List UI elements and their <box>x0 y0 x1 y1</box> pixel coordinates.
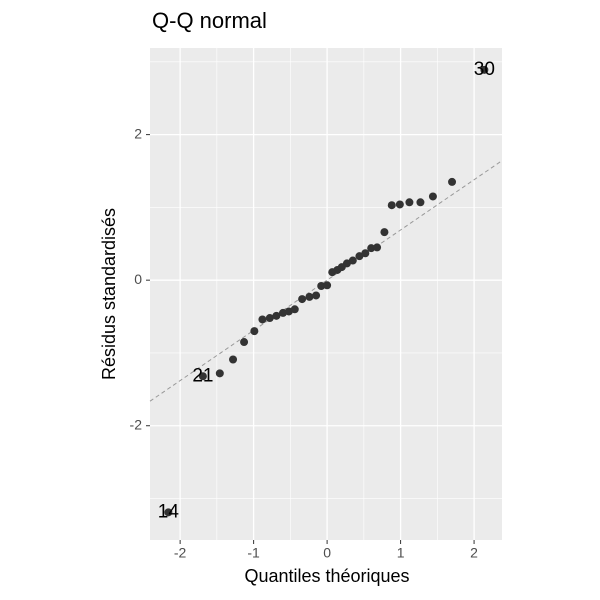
point <box>240 338 249 347</box>
point <box>367 244 376 253</box>
point <box>265 314 274 323</box>
point <box>317 281 326 290</box>
point <box>395 200 404 209</box>
y-axis-label: Résidus standardisés <box>99 208 119 380</box>
point <box>164 508 173 517</box>
x-tick-label: -1 <box>247 545 260 561</box>
plot-panel <box>150 48 502 540</box>
qq-reference-line <box>149 160 503 402</box>
point-label: 14 <box>158 501 180 522</box>
point <box>215 369 224 378</box>
point-label: 21 <box>192 365 213 386</box>
point <box>258 315 267 324</box>
point <box>298 295 307 304</box>
point <box>387 201 396 210</box>
point <box>373 243 382 252</box>
point <box>348 256 357 265</box>
point <box>380 228 389 237</box>
point <box>198 372 207 381</box>
x-tick-label: 2 <box>470 545 478 561</box>
point <box>428 192 437 201</box>
x-axis-label: Quantiles théoriques <box>244 566 409 586</box>
point <box>323 281 332 290</box>
y-tick-label: 2 <box>134 125 142 141</box>
point-label: 30 <box>474 59 495 80</box>
x-tick-label: 1 <box>397 545 405 561</box>
point <box>250 327 259 336</box>
point <box>272 311 281 320</box>
point <box>405 198 414 207</box>
y-tick-label: -2 <box>130 416 143 432</box>
chart-title: Q-Q normal <box>152 8 267 33</box>
point <box>361 249 370 258</box>
point <box>305 292 314 301</box>
point <box>480 65 489 74</box>
point <box>312 291 321 300</box>
y-tick-label: 0 <box>134 271 142 287</box>
point <box>416 198 425 207</box>
point <box>448 177 457 186</box>
x-tick-label: 0 <box>323 545 331 561</box>
point <box>229 355 238 364</box>
x-tick-label: -2 <box>174 545 187 561</box>
point <box>290 305 299 314</box>
